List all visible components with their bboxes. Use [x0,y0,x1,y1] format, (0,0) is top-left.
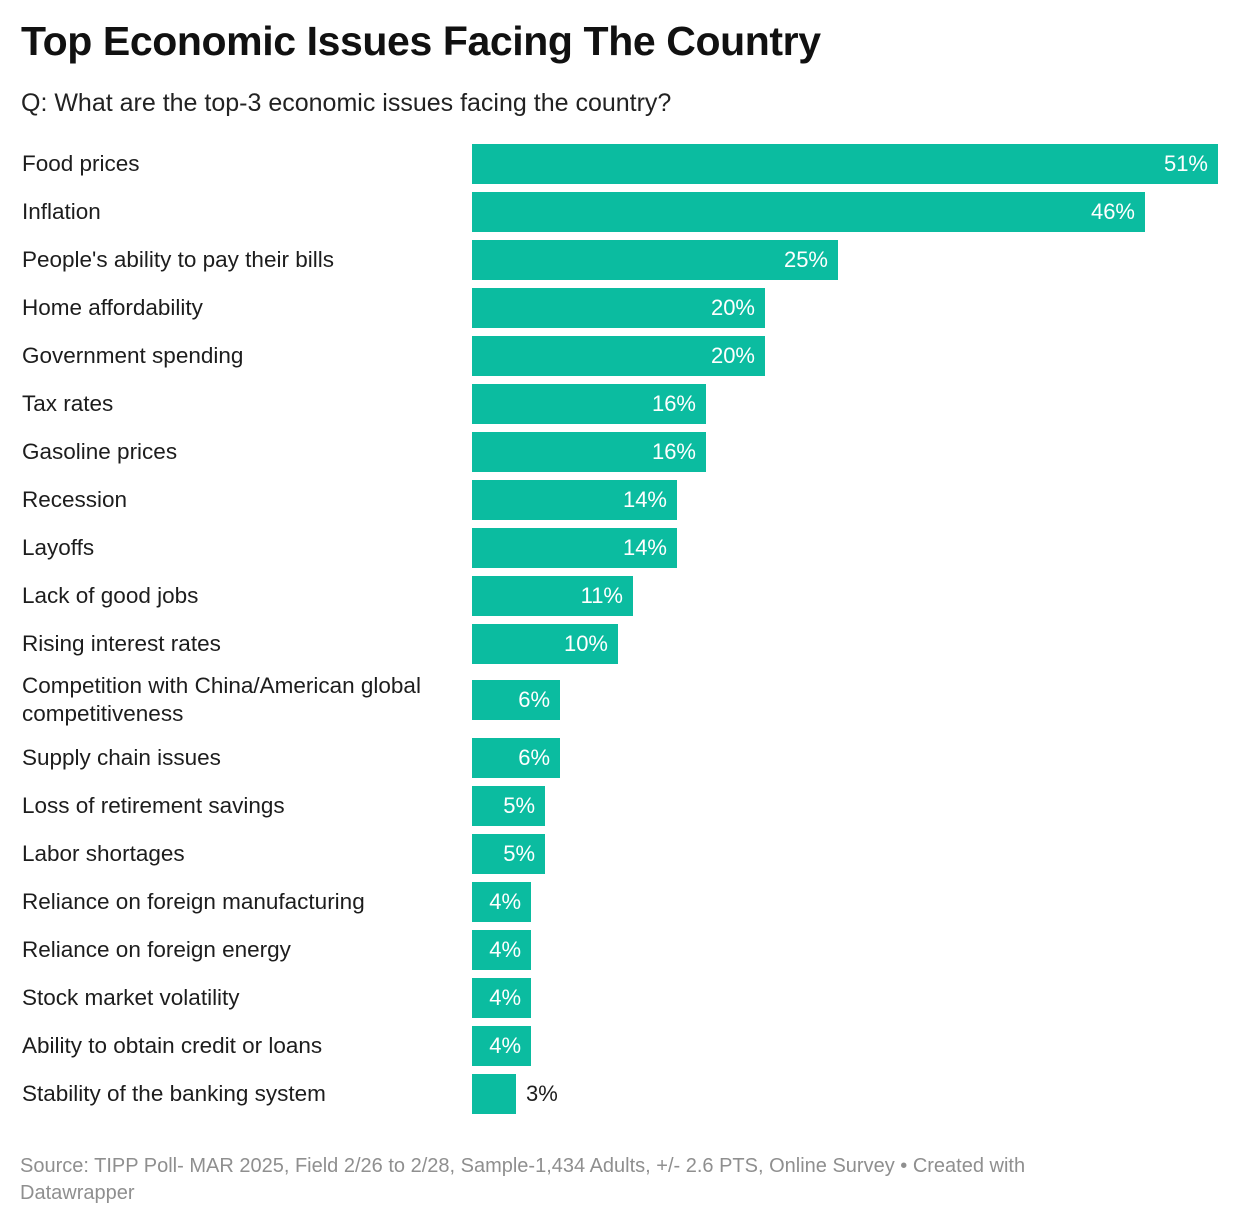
category-label: Tax rates [22,391,114,416]
value-label: 4% [489,985,521,1010]
category-label: Layoffs [22,535,95,560]
category-label: Stock market volatility [22,985,240,1010]
chart-subtitle: Q: What are the top-3 economic issues fa… [21,89,672,117]
value-label: 11% [580,583,623,608]
value-label: 46% [1090,199,1135,224]
bar [472,480,677,520]
value-label: 6% [518,687,550,712]
value-label: 4% [489,937,521,962]
category-label: Inflation [22,199,101,224]
value-label: 20% [710,343,755,368]
bar [472,930,531,970]
bar [472,834,545,874]
value-label: 20% [710,295,755,320]
value-label: 25% [783,247,828,272]
bar [472,1026,531,1066]
value-label: 16% [651,439,696,464]
bar [472,288,765,328]
category-label: Gasoline prices [22,439,178,464]
category-label: Stability of the banking system [22,1081,326,1106]
value-label: 4% [489,889,521,914]
category-label: Rising interest rates [22,631,221,656]
category-label: People's ability to pay their bills [22,247,334,272]
value-label: 5% [503,793,535,818]
bar [472,882,531,922]
bar [472,528,677,568]
bar [472,240,838,280]
bar [472,786,545,826]
bar [472,144,1218,184]
bar [472,192,1145,232]
bar [472,336,765,376]
category-label: Food prices [22,151,140,176]
bar [472,384,706,424]
value-label: 51% [1163,151,1208,176]
category-label: Reliance on foreign manufacturing [22,889,365,914]
value-label: 10% [563,631,608,656]
category-label: Loss of retirement savings [22,793,285,818]
category-label: Home affordability [22,295,203,320]
value-label: 14% [622,535,667,560]
category-label: Ability to obtain credit or loans [22,1033,323,1058]
source-note: Source: TIPP Poll- MAR 2025, Field 2/26 … [20,1155,1026,1204]
category-label: Lack of good jobs [22,583,199,608]
category-label: Reliance on foreign energy [22,937,291,962]
bar [472,680,560,720]
chart-title: Top Economic Issues Facing The Country [21,18,821,64]
category-label: Labor shortages [22,841,185,866]
bar [472,432,706,472]
bar [472,738,560,778]
value-label: 6% [518,745,550,770]
category-label: Recession [22,487,128,512]
value-label: 5% [503,841,535,866]
value-label: 16% [651,391,696,416]
value-label: 3% [526,1081,558,1106]
value-label: 14% [622,487,667,512]
bar [472,1074,516,1114]
bar [472,624,618,664]
value-label: 4% [489,1033,521,1058]
bar [472,576,633,616]
category-label: Government spending [22,343,244,368]
category-label: Supply chain issues [22,745,221,770]
category-label: Competition with China/American global c… [22,673,421,726]
bar [472,978,531,1018]
